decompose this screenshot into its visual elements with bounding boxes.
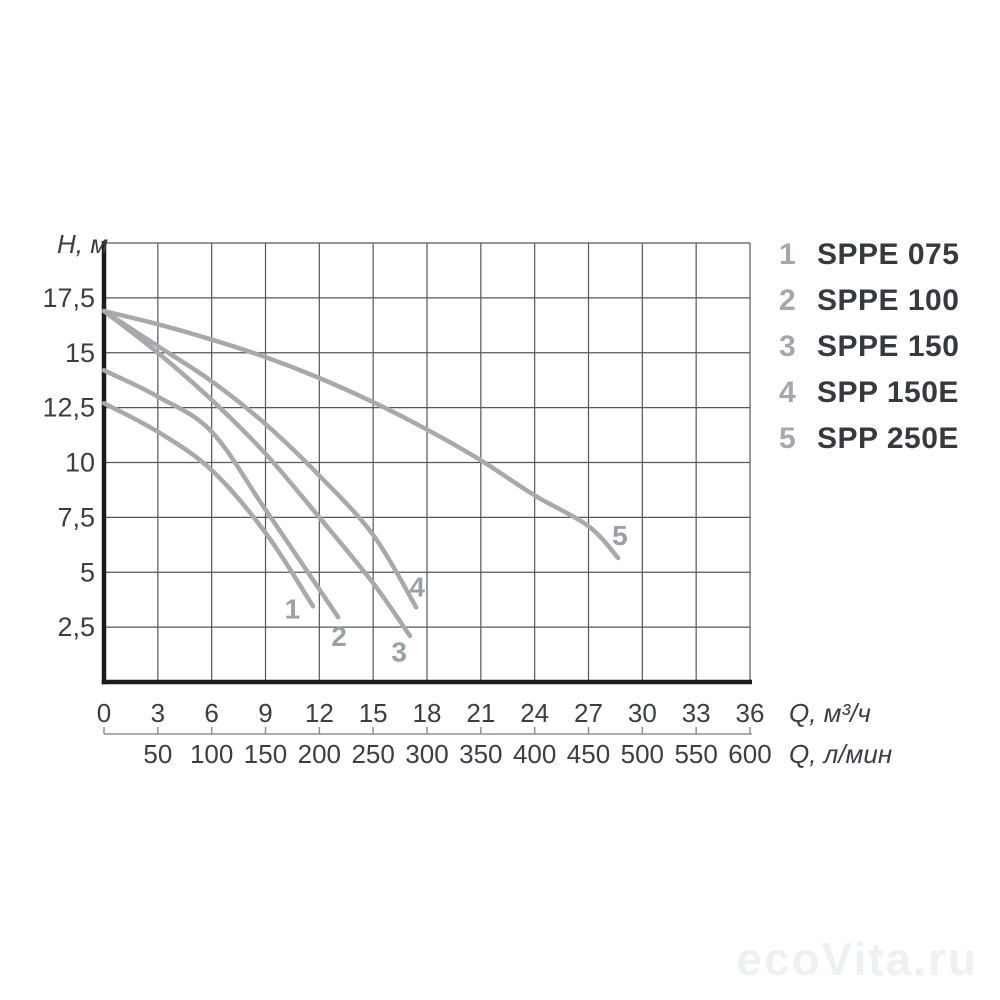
x-tick-label: 0	[97, 698, 111, 728]
legend: 1 SPPE 075 2 SPPE 100 3 SPPE 150 4 SPP 1…	[779, 232, 959, 462]
x-tick-label: 12	[305, 698, 334, 728]
y-tick-label: 17,5	[42, 283, 95, 313]
x2-tick-label: 300	[405, 739, 448, 769]
x-tick-label: 3	[151, 698, 165, 728]
x-tick-label: 24	[520, 698, 549, 728]
watermark: ecoVita.ru	[736, 933, 978, 985]
x2-tick-label: 50	[143, 739, 172, 769]
curve-number-label: 4	[409, 572, 425, 603]
x-tick-label: 6	[204, 698, 218, 728]
legend-item-label: SPPE 075	[817, 238, 960, 271]
x-tick-label: 9	[258, 698, 272, 728]
legend-item-number: 1	[779, 238, 796, 271]
x-tick-label: 27	[574, 698, 603, 728]
pump-curve-2	[101, 368, 341, 620]
x2-tick-label: 150	[244, 739, 287, 769]
pump-curve-4	[101, 308, 419, 610]
x2-tick-label: 500	[621, 739, 664, 769]
legend-item-number: 5	[779, 422, 796, 455]
x-tick-label: 30	[628, 698, 657, 728]
pump-curve-5	[101, 308, 621, 561]
x2-tick-label: 250	[351, 739, 394, 769]
curve-number-label: 2	[331, 621, 347, 652]
x2-axis-title: Q, л/мин	[789, 739, 892, 769]
legend-item: 1 SPPE 075	[779, 232, 959, 278]
pump-curve-3	[101, 308, 413, 639]
legend-item-label: SPP 250E	[817, 422, 959, 455]
x-tick-label: 15	[359, 698, 388, 728]
x2-tick-label: 350	[459, 739, 502, 769]
x2-tick-label: 450	[567, 739, 610, 769]
curve-number-label: 3	[391, 636, 407, 667]
y-tick-label: 12,5	[42, 393, 95, 423]
y-tick-label: 5	[80, 557, 95, 587]
y-axis-title: H, м	[57, 229, 108, 259]
x-axis-title: Q, м³/ч	[789, 698, 871, 728]
x-tick-label: 33	[682, 698, 711, 728]
x2-tick-label: 600	[728, 739, 771, 769]
y-tick-label: 7,5	[57, 502, 95, 532]
legend-item: 5 SPP 250E	[779, 416, 959, 462]
y-tick-label: 15	[65, 338, 95, 368]
x2-tick-label: 400	[513, 739, 556, 769]
x-tick-label: 18	[413, 698, 442, 728]
x-tick-label: 21	[466, 698, 495, 728]
legend-item-number: 2	[779, 284, 796, 317]
x-tick-label: 36	[736, 698, 765, 728]
x2-tick-label: 550	[674, 739, 717, 769]
legend-item: 3 SPPE 150	[779, 324, 959, 370]
legend-item: 2 SPPE 100	[779, 278, 959, 324]
legend-item: 4 SPP 150E	[779, 370, 959, 416]
x2-tick-label: 100	[190, 739, 233, 769]
legend-item-label: SPPE 150	[817, 330, 960, 363]
legend-item-label: SPPE 100	[817, 284, 960, 317]
y-tick-label: 10	[65, 448, 95, 478]
curve-number-label: 5	[612, 520, 628, 551]
legend-item-number: 4	[779, 376, 796, 409]
curve-number-label: 1	[285, 593, 301, 624]
legend-item-label: SPP 150E	[817, 376, 959, 409]
y-tick-label: 2,5	[57, 612, 95, 642]
x2-tick-label: 200	[298, 739, 341, 769]
legend-item-number: 3	[779, 330, 796, 363]
pump-curve-1	[101, 400, 316, 609]
